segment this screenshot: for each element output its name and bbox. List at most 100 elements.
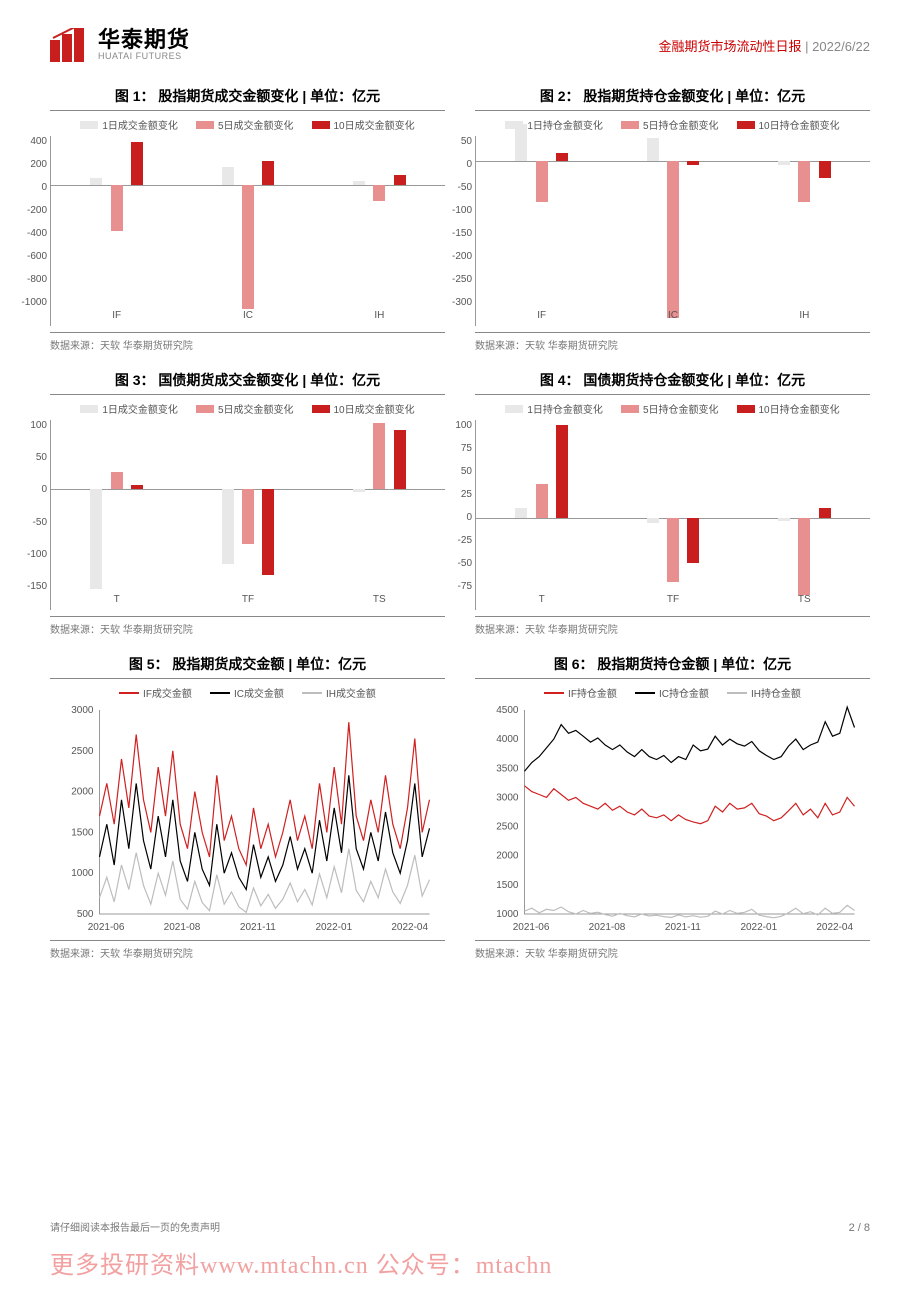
bar bbox=[536, 161, 548, 203]
chart-title: 图 4： 国债期货持仓金额变化 | 单位：亿元 bbox=[475, 370, 870, 395]
y-tick: 3500 bbox=[496, 763, 519, 774]
y-tick: 1500 bbox=[71, 827, 94, 838]
chart-c4: 图 4： 国债期货持仓金额变化 | 单位：亿元 1日持仓金额变化 5日持仓金额变化 1… bbox=[475, 370, 870, 636]
report-name: 金融期货市场流动性日报 bbox=[659, 39, 802, 54]
plot-area bbox=[51, 420, 445, 592]
chart-c1: 图 1： 股指期货成交金额变化 | 单位：亿元1日成交金额变化5日成交金额变化1… bbox=[50, 86, 445, 352]
legend-label: 5日持仓金额变化 bbox=[643, 401, 719, 416]
y-tick: 0 bbox=[13, 484, 47, 495]
legend-label: 5日成交金额变化 bbox=[218, 401, 294, 416]
y-tick: -50 bbox=[438, 182, 472, 193]
bar bbox=[262, 489, 274, 575]
bar-chart: 100500-50-100-150TTFTS bbox=[50, 420, 445, 610]
bar bbox=[373, 185, 385, 201]
legend-label: IC成交金额 bbox=[234, 685, 284, 700]
y-tick: 0 bbox=[438, 512, 472, 523]
bar bbox=[798, 518, 810, 595]
y-tick: -200 bbox=[13, 205, 47, 216]
bar bbox=[394, 430, 406, 488]
chart-title: 图 1： 股指期货成交金额变化 | 单位：亿元 bbox=[50, 86, 445, 111]
chart-source: 数据来源：天软 华泰期货研究院 bbox=[475, 616, 870, 636]
legend-label: 10日成交金额变化 bbox=[334, 117, 415, 132]
y-tick: -200 bbox=[438, 251, 472, 262]
bar bbox=[242, 185, 254, 309]
axes bbox=[100, 710, 430, 914]
x-tick: IH bbox=[739, 310, 870, 326]
x-tick: TF bbox=[182, 594, 313, 610]
x-tick: 2021-08 bbox=[164, 922, 201, 933]
header-title: 金融期货市场流动性日报 | 2022/6/22 bbox=[659, 36, 870, 55]
x-tick: TS bbox=[739, 594, 870, 610]
logo-icon bbox=[50, 28, 90, 62]
x-tick: IF bbox=[476, 310, 607, 326]
y-axis-labels: 4002000-200-400-600-800-1000 bbox=[13, 136, 47, 308]
x-tick: 2022-01 bbox=[740, 922, 777, 933]
y-tick: 4000 bbox=[496, 734, 519, 745]
legend-item: 5日成交金额变化 bbox=[196, 401, 294, 416]
bar bbox=[647, 518, 659, 523]
line-chart: 100015002000250030003500400045002021-062… bbox=[475, 704, 870, 934]
y-tick: 1500 bbox=[496, 880, 519, 891]
chart-source: 数据来源：天软 华泰期货研究院 bbox=[475, 940, 870, 960]
chart-title: 图 6： 股指期货持仓金额 | 单位：亿元 bbox=[475, 654, 870, 679]
y-tick: 100 bbox=[438, 420, 472, 431]
legend-swatch bbox=[80, 121, 98, 129]
y-tick: 0 bbox=[13, 182, 47, 193]
header-sep: | bbox=[802, 39, 813, 54]
legend-item: IH持仓金额 bbox=[727, 685, 801, 700]
chart-c3: 图 3： 国债期货成交金额变化 | 单位：亿元 1日成交金额变化 5日成交金额变化 1… bbox=[50, 370, 445, 636]
chart-c6: 图 6： 股指期货持仓金额 | 单位：亿元IF持仓金额IC持仓金额IH持仓金额1… bbox=[475, 654, 870, 960]
legend-label: 5日成交金额变化 bbox=[218, 117, 294, 132]
x-axis-labels: IFICIH bbox=[51, 310, 445, 326]
y-tick: 100 bbox=[13, 420, 47, 431]
x-axis-labels: TTFTS bbox=[476, 594, 870, 610]
x-tick: 2021-11 bbox=[665, 922, 701, 933]
chart-title: 图 3： 国债期货成交金额变化 | 单位：亿元 bbox=[50, 370, 445, 395]
bar bbox=[778, 161, 790, 166]
series-line bbox=[525, 707, 855, 771]
line-svg: 500100015002000250030002021-062021-08202… bbox=[50, 704, 445, 934]
logo-text-cn: 华泰期货 bbox=[98, 29, 190, 51]
legend-swatch bbox=[635, 692, 655, 694]
legend-item: 5日持仓金额变化 bbox=[621, 117, 719, 132]
y-tick: -1000 bbox=[13, 297, 47, 308]
chart-source: 数据来源：天软 华泰期货研究院 bbox=[50, 616, 445, 636]
legend-label: 10日持仓金额变化 bbox=[759, 401, 840, 416]
y-tick: 50 bbox=[438, 466, 472, 477]
legend-label: 10日持仓金额变化 bbox=[759, 117, 840, 132]
plot-area bbox=[476, 136, 870, 308]
y-tick: -50 bbox=[13, 517, 47, 528]
y-tick: 50 bbox=[13, 452, 47, 463]
chart-legend: 1日持仓金额变化5日持仓金额变化10日持仓金额变化 bbox=[475, 117, 870, 132]
chart-source: 数据来源：天软 华泰期货研究院 bbox=[50, 332, 445, 352]
series-line bbox=[525, 786, 855, 824]
x-tick: 2021-11 bbox=[240, 922, 276, 933]
x-tick: TS bbox=[314, 594, 445, 610]
bar bbox=[131, 485, 143, 488]
bar bbox=[819, 161, 831, 178]
series-line bbox=[100, 775, 430, 889]
legend-item: 1日成交金额变化 bbox=[80, 401, 178, 416]
chart-source: 数据来源：天软 华泰期货研究院 bbox=[50, 940, 445, 960]
x-tick: 2021-06 bbox=[513, 922, 550, 933]
legend-item: 5日成交金额变化 bbox=[196, 117, 294, 132]
legend-swatch bbox=[621, 121, 639, 129]
y-tick: 4500 bbox=[496, 705, 519, 716]
x-tick: 2022-01 bbox=[315, 922, 352, 933]
legend-swatch bbox=[196, 405, 214, 413]
y-tick: 75 bbox=[438, 443, 472, 454]
bar bbox=[536, 484, 548, 518]
legend-label: 1日持仓金额变化 bbox=[527, 401, 603, 416]
legend-item: IF成交金额 bbox=[119, 685, 192, 700]
x-axis-labels: IFICIH bbox=[476, 310, 870, 326]
bar-chart: 1007550250-25-50-75TTFTS bbox=[475, 420, 870, 610]
x-tick: T bbox=[51, 594, 182, 610]
legend-item: IH成交金额 bbox=[302, 685, 376, 700]
bar bbox=[353, 489, 365, 492]
series-line bbox=[100, 849, 430, 913]
y-tick: 3000 bbox=[496, 792, 519, 803]
bar bbox=[222, 489, 234, 565]
bar bbox=[131, 142, 143, 185]
x-tick: 2021-08 bbox=[589, 922, 626, 933]
y-tick: 0 bbox=[438, 159, 472, 170]
